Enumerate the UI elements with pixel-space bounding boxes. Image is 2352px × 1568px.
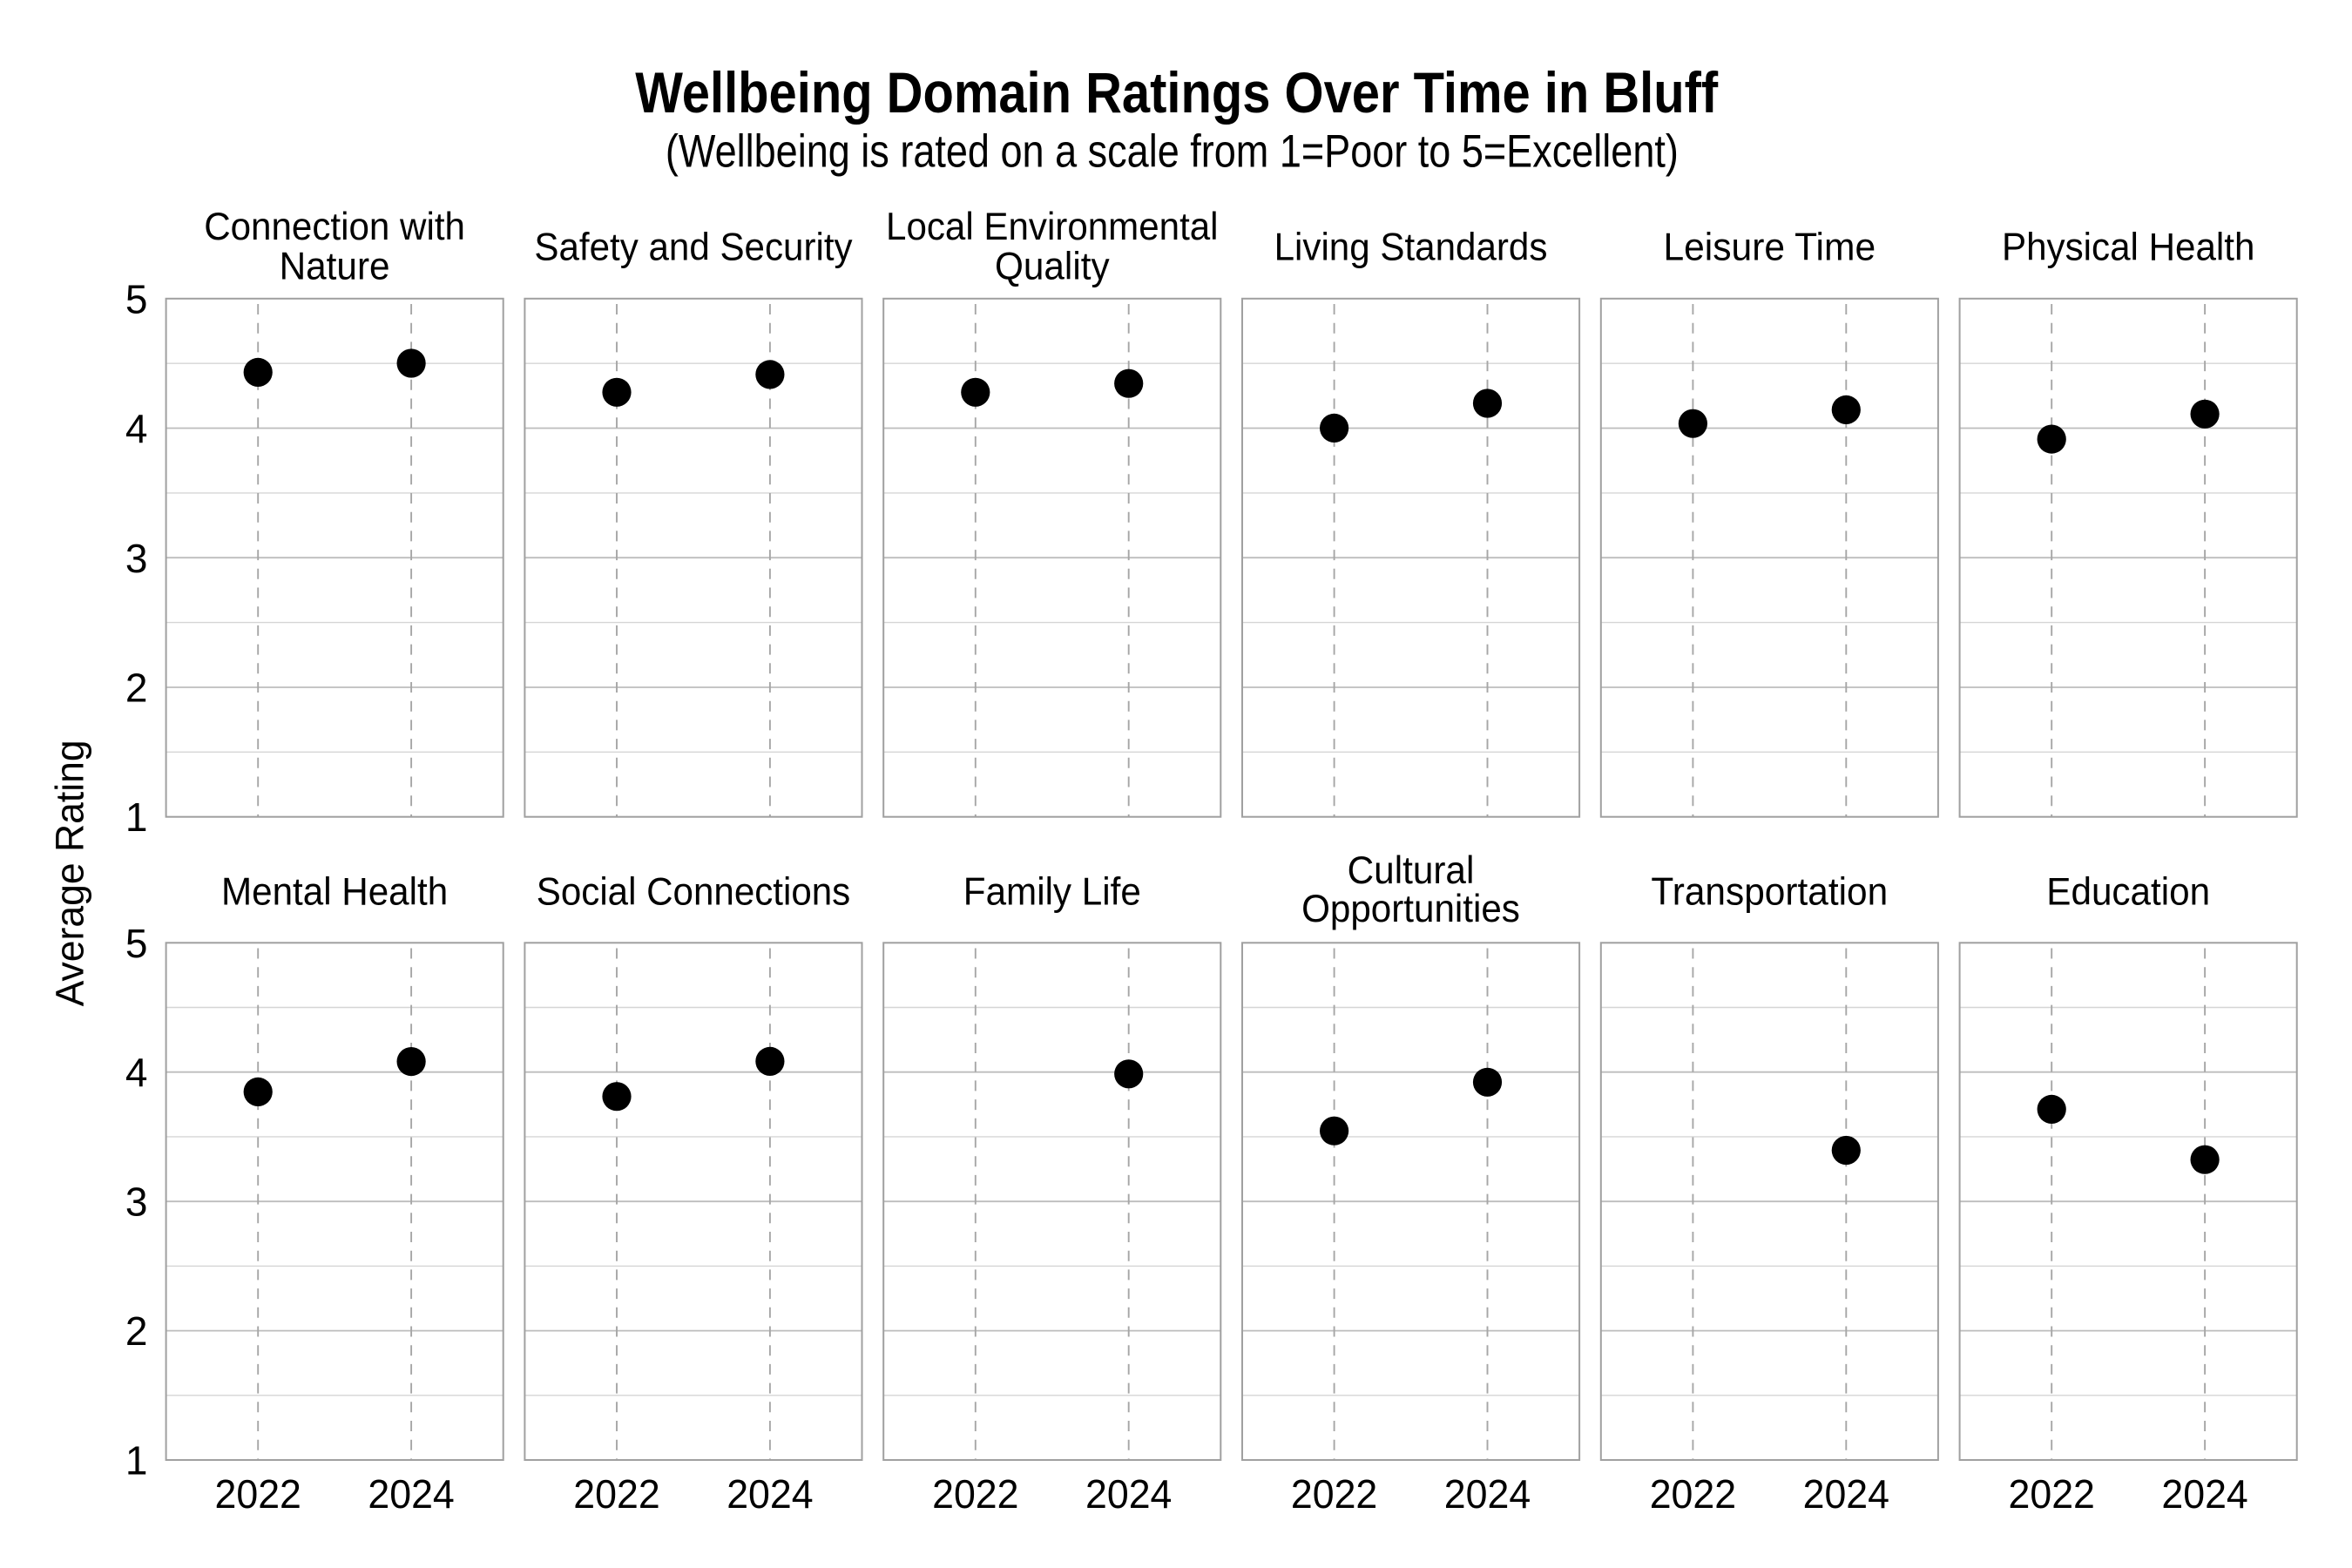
svg-text:4: 4 <box>125 406 148 451</box>
svg-text:5: 5 <box>125 276 148 321</box>
svg-text:4: 4 <box>125 1050 148 1095</box>
svg-text:Family Life: Family Life <box>963 871 1141 914</box>
svg-text:2024: 2024 <box>1085 1471 1172 1517</box>
svg-text:2024: 2024 <box>368 1471 454 1517</box>
svg-text:2022: 2022 <box>2009 1471 2095 1517</box>
svg-text:5: 5 <box>125 921 148 966</box>
svg-text:Social Connections: Social Connections <box>537 871 851 914</box>
svg-text:Leisure Time: Leisure Time <box>1663 226 1876 269</box>
svg-text:Average Rating: Average Rating <box>48 740 92 1006</box>
svg-text:Education: Education <box>2046 871 2210 914</box>
svg-text:3: 3 <box>125 536 148 581</box>
svg-text:1: 1 <box>125 794 148 840</box>
svg-text:Opportunities: Opportunities <box>1301 888 1520 930</box>
svg-text:Safety and Security: Safety and Security <box>534 226 853 269</box>
svg-text:1: 1 <box>125 1438 148 1484</box>
svg-text:Mental Health: Mental Health <box>221 871 448 914</box>
svg-text:2022: 2022 <box>1650 1471 1736 1517</box>
svg-text:Connection with: Connection with <box>204 206 465 248</box>
svg-text:(Wellbeing is rated on a scale: (Wellbeing is rated on a scale from 1=Po… <box>666 126 1679 178</box>
svg-text:2022: 2022 <box>215 1471 301 1517</box>
svg-text:Living Standards: Living Standards <box>1274 226 1548 269</box>
svg-text:Local Environmental: Local Environmental <box>886 206 1219 248</box>
svg-text:2: 2 <box>125 666 148 711</box>
svg-text:3: 3 <box>125 1179 148 1225</box>
svg-text:Quality: Quality <box>995 246 1110 288</box>
svg-text:Transportation: Transportation <box>1651 871 1888 914</box>
svg-text:2: 2 <box>125 1308 148 1354</box>
svg-text:2022: 2022 <box>1291 1471 1377 1517</box>
svg-text:2024: 2024 <box>1803 1471 1889 1517</box>
svg-text:2024: 2024 <box>1444 1471 1531 1517</box>
svg-text:Cultural: Cultural <box>1348 849 1475 892</box>
svg-text:2024: 2024 <box>727 1471 813 1517</box>
svg-text:2022: 2022 <box>932 1471 1018 1517</box>
svg-text:2024: 2024 <box>2161 1471 2247 1517</box>
svg-text:2022: 2022 <box>573 1471 659 1517</box>
svg-text:Nature: Nature <box>280 246 390 288</box>
svg-text:Wellbeing Domain Ratings Over: Wellbeing Domain Ratings Over Time in Bl… <box>635 61 1718 125</box>
svg-text:Physical Health: Physical Health <box>2002 226 2254 269</box>
